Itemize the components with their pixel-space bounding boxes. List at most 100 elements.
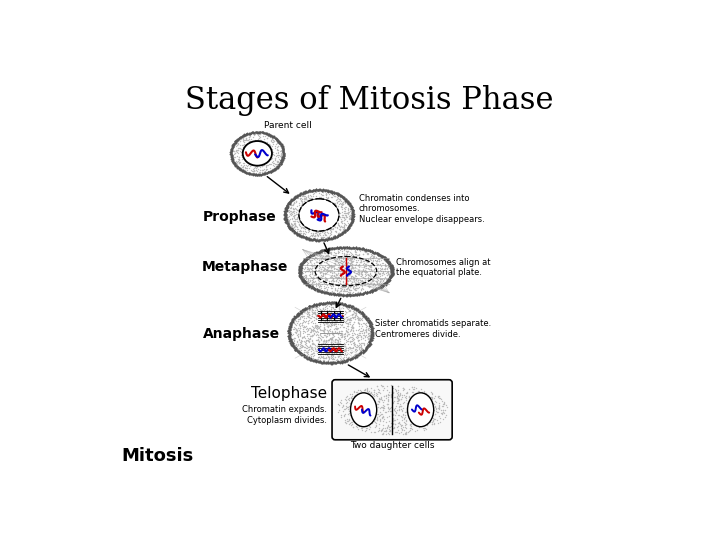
Point: [261, 162, 272, 171]
Point: [281, 202, 292, 211]
Point: [372, 251, 384, 259]
Point: [348, 260, 360, 269]
Point: [315, 193, 327, 201]
Point: [273, 157, 284, 166]
Point: [293, 321, 305, 329]
Point: [313, 273, 325, 281]
Point: [433, 402, 445, 411]
Point: [272, 164, 284, 172]
Point: [311, 279, 323, 287]
Point: [320, 288, 332, 296]
Point: [328, 312, 340, 321]
Point: [402, 409, 413, 417]
Point: [380, 390, 392, 399]
Point: [247, 164, 258, 173]
Point: [366, 329, 377, 338]
Point: [346, 210, 358, 218]
Point: [336, 247, 348, 255]
Point: [384, 272, 395, 281]
Point: [347, 423, 359, 431]
Point: [342, 346, 354, 354]
Point: [290, 204, 302, 213]
Point: [346, 267, 358, 275]
Point: [331, 357, 343, 366]
Point: [311, 235, 323, 244]
Point: [243, 132, 255, 141]
Point: [441, 400, 452, 409]
Point: [362, 326, 374, 335]
Point: [299, 278, 310, 287]
Point: [321, 350, 333, 359]
Point: [334, 277, 346, 286]
Point: [333, 262, 344, 271]
Point: [302, 319, 313, 327]
Point: [297, 257, 309, 266]
Point: [294, 309, 306, 318]
Point: [351, 409, 363, 417]
Point: [428, 393, 440, 402]
Point: [335, 357, 346, 366]
Point: [326, 205, 338, 213]
Point: [391, 415, 402, 423]
Point: [302, 255, 313, 264]
Point: [301, 278, 312, 287]
Point: [319, 273, 330, 281]
Point: [323, 264, 334, 272]
Point: [333, 334, 345, 342]
Point: [301, 207, 312, 215]
Point: [382, 390, 394, 399]
Point: [267, 166, 279, 175]
Point: [315, 288, 327, 296]
Point: [301, 234, 312, 243]
Point: [331, 190, 343, 199]
Point: [237, 150, 248, 158]
Point: [325, 265, 336, 274]
Point: [314, 193, 325, 202]
Point: [233, 134, 245, 143]
Point: [359, 272, 371, 280]
Point: [328, 233, 340, 242]
Point: [348, 212, 359, 220]
Point: [437, 406, 449, 414]
Point: [343, 243, 354, 252]
Point: [293, 264, 305, 272]
Point: [316, 300, 328, 308]
Point: [333, 219, 344, 227]
Point: [336, 211, 348, 220]
Point: [287, 316, 299, 325]
Point: [318, 299, 329, 307]
Point: [347, 264, 359, 272]
Point: [363, 262, 374, 271]
Point: [335, 291, 346, 300]
Point: [262, 140, 274, 149]
Point: [241, 169, 253, 178]
Point: [307, 186, 318, 195]
Point: [305, 204, 316, 212]
Point: [349, 310, 361, 319]
Point: [281, 216, 292, 225]
Point: [232, 136, 243, 145]
Point: [357, 310, 369, 319]
Point: [326, 328, 338, 337]
Point: [280, 213, 292, 221]
Point: [356, 245, 368, 254]
Point: [317, 299, 328, 308]
Point: [376, 382, 387, 390]
Point: [313, 193, 325, 201]
Point: [302, 335, 313, 344]
Point: [319, 212, 330, 220]
Point: [310, 232, 321, 240]
Point: [350, 285, 361, 294]
Point: [336, 314, 347, 323]
Point: [333, 197, 345, 206]
Point: [366, 335, 377, 344]
Point: [320, 344, 332, 353]
Point: [323, 316, 335, 325]
Point: [312, 231, 323, 239]
Point: [323, 308, 334, 316]
Point: [330, 357, 342, 366]
Point: [317, 313, 328, 322]
Point: [343, 198, 355, 207]
Point: [298, 351, 310, 360]
Point: [346, 334, 358, 343]
